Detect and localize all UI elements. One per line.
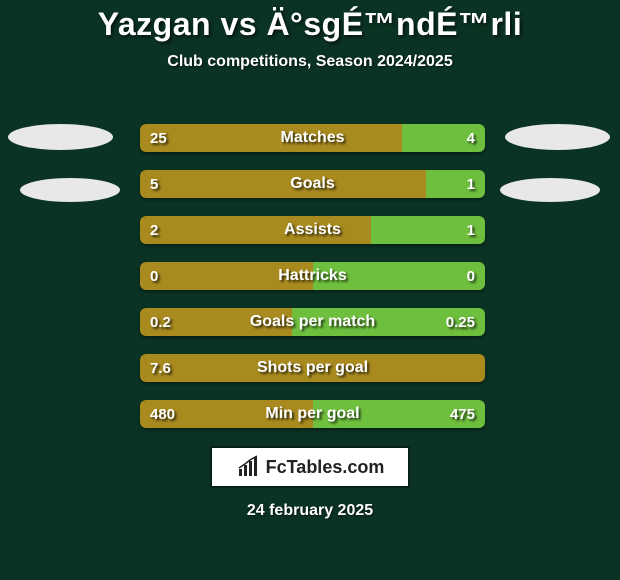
site-logo[interactable]: FcTables.com — [210, 446, 410, 488]
stat-bar-right — [292, 308, 485, 336]
stat-bar-left — [140, 308, 292, 336]
stat-row: 254Matches — [140, 124, 485, 152]
page-subtitle: Club competitions, Season 2024/2025 — [0, 53, 620, 71]
stat-bar-left — [140, 216, 371, 244]
stat-bar-left — [140, 354, 485, 382]
player-left-photo-1 — [8, 124, 113, 150]
player-right-photo-1 — [505, 124, 610, 150]
stat-row: 0.20.25Goals per match — [140, 308, 485, 336]
player-right-photo-2 — [500, 178, 600, 202]
stat-bar-right — [402, 124, 485, 152]
stat-bar-left — [140, 170, 426, 198]
stat-bar-right — [313, 262, 486, 290]
stat-bar-right — [426, 170, 485, 198]
stat-bar-right — [313, 400, 486, 428]
stat-row: 7.6Shots per goal — [140, 354, 485, 382]
page-title: Yazgan vs Ä°sgÉ™ndÉ™rli — [0, 0, 620, 43]
stat-row: 00Hattricks — [140, 262, 485, 290]
stat-bar-left — [140, 262, 313, 290]
player-left-photo-2 — [20, 178, 120, 202]
stat-bar-left — [140, 400, 313, 428]
comparison-bars: 254Matches 51Goals 21Assists 00Hattricks 0.2… — [140, 124, 485, 446]
stat-row: 21Assists — [140, 216, 485, 244]
stat-row: 51Goals — [140, 170, 485, 198]
site-logo-text: FcTables.com — [266, 457, 385, 478]
snapshot-date: 24 february 2025 — [0, 502, 620, 520]
bar-chart-icon — [236, 455, 260, 479]
stat-bar-left — [140, 124, 402, 152]
root: Yazgan vs Ä°sgÉ™ndÉ™rli Club competition… — [0, 0, 620, 580]
stat-row: 480475Min per goal — [140, 400, 485, 428]
stat-bar-right — [371, 216, 485, 244]
